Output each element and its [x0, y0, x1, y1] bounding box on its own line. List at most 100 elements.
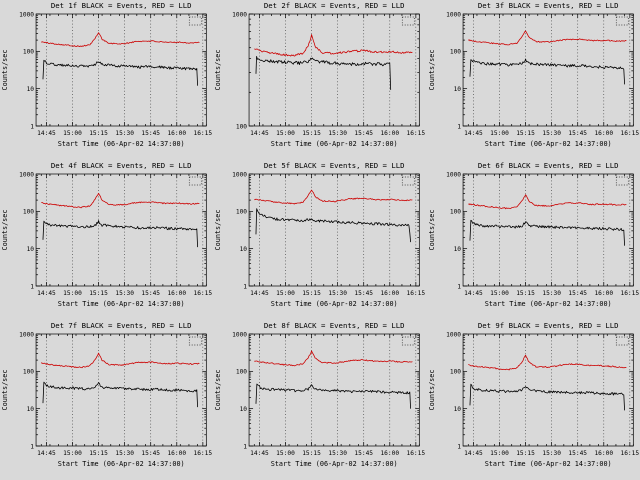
y-tick-label: 10 — [27, 246, 35, 253]
x-tick-label: 14:45 — [37, 130, 56, 137]
x-tick-label: 15:30 — [542, 450, 561, 457]
y-axis-label: Counts/sec — [428, 210, 436, 251]
x-tick-label: 15:30 — [329, 130, 348, 137]
series-events-line — [42, 59, 199, 86]
plot-area: 14:45 15:00 15:15 15:30 15:45 16:00 16:15 1000 1… — [232, 171, 425, 297]
x-tick-label: 14:45 — [464, 450, 483, 457]
x-tick-label: 15:00 — [490, 450, 509, 457]
y-tick-label: 1000 — [446, 171, 461, 178]
x-tick-label: 14:45 — [37, 290, 56, 297]
x-axis-label: Start Time (06-Apr-02 14:37:00) — [484, 460, 611, 468]
x-tick-label: 15:00 — [490, 290, 509, 297]
x-tick-label: 15:45 — [568, 450, 587, 457]
plot-area: 14:45 15:00 15:15 15:30 15:45 16:00 16:15 1000 1… — [446, 11, 639, 137]
x-tick-label: 14:45 — [250, 290, 269, 297]
corner-marker — [188, 176, 202, 186]
series-events-line — [42, 220, 199, 248]
y-tick-label: 1000 — [446, 11, 461, 18]
series-lld-line — [467, 194, 627, 210]
x-tick-label: 16:15 — [193, 290, 212, 297]
x-tick-label: 15:45 — [355, 130, 374, 137]
corner-marker — [402, 176, 415, 186]
y-tick-label: 10 — [453, 86, 461, 93]
y-tick-label: 1000 — [232, 331, 247, 338]
y-tick-label: 100 — [450, 209, 461, 216]
x-tick-label: 15:00 — [63, 450, 82, 457]
y-axis-label: Counts/sec — [1, 210, 9, 251]
series-lld-line — [467, 354, 627, 371]
series-lld-line — [467, 30, 627, 46]
y-axis-label: Counts/sec — [428, 370, 436, 411]
x-tick-label: 15:30 — [115, 450, 134, 457]
y-tick-label: 10 — [240, 406, 248, 413]
x-tick-label: 16:00 — [167, 290, 186, 297]
series-lld-line — [254, 350, 413, 367]
x-axis-label: Start Time (06-Apr-02 14:37:00) — [484, 300, 611, 308]
y-tick-label: 100 — [236, 209, 247, 216]
x-tick-label: 15:30 — [115, 290, 134, 297]
x-tick-label: 16:00 — [594, 130, 613, 137]
plot-area: 14:45 15:00 15:15 15:30 15:45 16:00 16:15 1000 1… — [232, 11, 425, 137]
y-tick-label: 1000 — [19, 171, 34, 178]
x-axis-label: Start Time (06-Apr-02 14:37:00) — [271, 140, 398, 148]
chart-title: Det 5f BLACK = Events, RED = LLD — [264, 161, 405, 170]
x-tick-label: 14:45 — [464, 290, 483, 297]
x-tick-label: 15:45 — [355, 290, 374, 297]
x-tick-label: 15:00 — [277, 130, 296, 137]
y-tick-label: 1000 — [19, 331, 34, 338]
x-tick-label: 15:15 — [303, 290, 322, 297]
series-events-line — [469, 383, 625, 411]
x-tick-label: 16:15 — [620, 130, 639, 137]
corner-marker — [615, 336, 629, 346]
y-axis-label: Counts/sec — [214, 370, 222, 411]
x-tick-label: 15:15 — [516, 450, 535, 457]
x-tick-label: 16:00 — [167, 450, 186, 457]
x-tick-label: 14:45 — [464, 130, 483, 137]
plot-area: 14:45 15:00 15:15 15:30 15:45 16:00 16:15 1000 1… — [446, 171, 639, 297]
axis-box — [462, 13, 634, 127]
x-tick-label: 15:45 — [141, 290, 160, 297]
chart-panel-det-7f: Det 7f BLACK = Events, RED = LLD Counts/… — [1, 321, 212, 468]
x-tick-label: 15:45 — [568, 130, 587, 137]
x-tick-label: 15:00 — [490, 130, 509, 137]
corner-marker — [402, 16, 415, 26]
x-axis-label: Start Time (06-Apr-02 14:37:00) — [271, 460, 398, 468]
chart-panel-det-9f: Det 9f BLACK = Events, RED = LLD Counts/… — [428, 321, 639, 468]
axis-box — [249, 333, 420, 447]
chart-panel-det-2f: Det 2f BLACK = Events, RED = LLD Counts/… — [214, 1, 425, 148]
y-tick-label: 100 — [236, 369, 247, 376]
x-tick-label: 16:15 — [407, 450, 426, 457]
x-tick-label: 15:15 — [89, 130, 108, 137]
x-axis-label: Start Time (06-Apr-02 14:37:00) — [58, 460, 185, 468]
x-tick-label: 15:00 — [277, 290, 296, 297]
y-tick-label: 1000 — [232, 171, 247, 178]
x-tick-label: 15:00 — [277, 450, 296, 457]
series-lld-line — [254, 34, 413, 57]
x-tick-label: 14:45 — [37, 450, 56, 457]
y-tick-label: 10 — [240, 246, 248, 253]
y-tick-label: 1 — [30, 283, 34, 290]
axis-box — [462, 333, 634, 447]
y-axis-label: Counts/sec — [428, 50, 436, 91]
plot-area: 14:45 15:00 15:15 15:30 15:45 16:00 16:15 1000 1… — [19, 171, 212, 297]
x-tick-label: 16:00 — [381, 130, 400, 137]
y-axis-label: Counts/sec — [214, 210, 222, 251]
x-tick-label: 16:00 — [167, 130, 186, 137]
y-tick-label: 100 — [23, 49, 34, 56]
x-tick-label: 15:00 — [63, 130, 82, 137]
y-tick-label: 1000 — [19, 11, 34, 18]
series-lld-line — [40, 352, 200, 369]
chart-panel-det-3f: Det 3f BLACK = Events, RED = LLD Counts/… — [428, 1, 639, 148]
y-tick-label: 10 — [27, 86, 35, 93]
x-tick-label: 16:00 — [381, 450, 400, 457]
chart-title: Det 1f BLACK = Events, RED = LLD — [51, 1, 192, 10]
axis-box — [249, 13, 420, 127]
x-tick-label: 16:00 — [381, 290, 400, 297]
chart-panel-det-1f: Det 1f BLACK = Events, RED = LLD Counts/… — [1, 1, 212, 148]
plot-area: 14:45 15:00 15:15 15:30 15:45 16:00 16:15 1000 1… — [446, 331, 639, 457]
y-tick-label: 100 — [23, 209, 34, 216]
series-events-line — [42, 381, 199, 408]
x-tick-label: 15:45 — [355, 450, 374, 457]
y-axis-label: Counts/sec — [214, 50, 222, 91]
